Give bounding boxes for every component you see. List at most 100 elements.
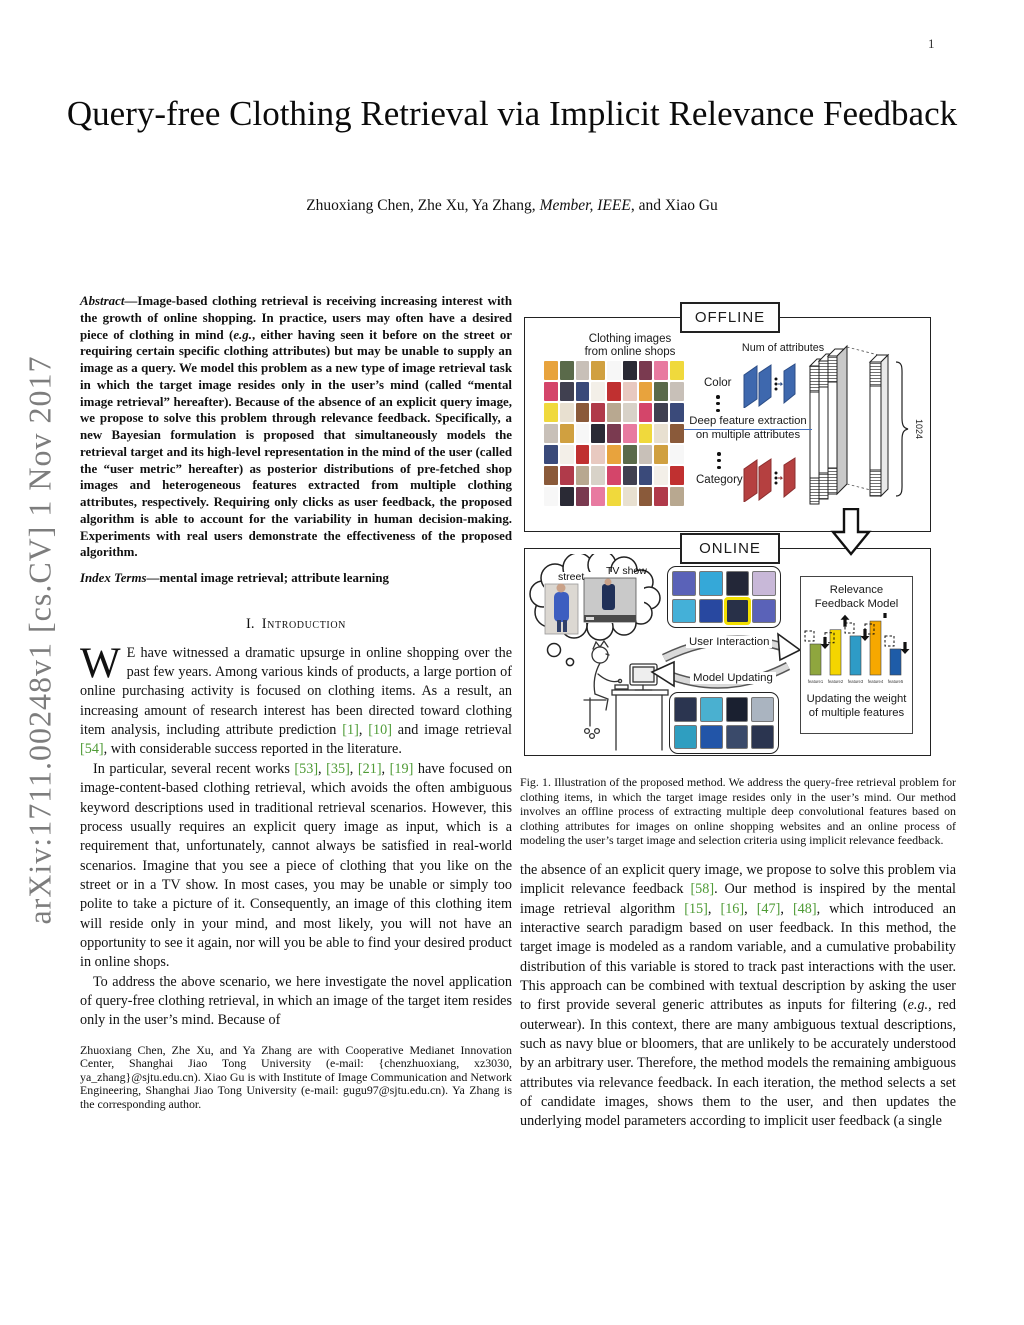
clothing-thumbnail — [559, 424, 574, 443]
citation[interactable]: [53] — [294, 760, 319, 777]
author-footnote: Zhuoxiang Chen, Zhe Xu, and Ya Zhang are… — [80, 1042, 512, 1111]
abstract-label: Abstract — [80, 294, 125, 308]
citation[interactable]: [10] — [368, 722, 392, 739]
feature-bar-label: feature3 — [847, 679, 863, 684]
candidate-images-grid — [667, 566, 781, 628]
clothing-thumbnail — [575, 403, 590, 422]
clothing-thumbnail — [559, 403, 574, 422]
citation[interactable]: [19] — [389, 760, 414, 777]
color-attribute-label: Color — [704, 377, 732, 389]
clothing-thumbnail — [544, 424, 558, 443]
intro-paragraph-2: In particular, several recent works [53]… — [80, 760, 513, 971]
clothing-thumbnail — [622, 466, 637, 485]
citation[interactable]: [16] — [720, 900, 745, 917]
paper-title: Query-free Clothing Retrieval via Implic… — [66, 94, 958, 133]
offline-to-online-arrow — [830, 508, 872, 556]
citation[interactable]: [47] — [756, 900, 781, 917]
authors-suffix: , and Xiao Gu — [630, 197, 718, 214]
clothing-thumbnail — [638, 424, 653, 443]
previous-weight-box — [864, 623, 874, 635]
clothing-thumbnail — [559, 382, 574, 401]
clothing-thumbnail — [591, 382, 606, 401]
clothing-thumbnail — [725, 571, 750, 596]
abstract-text: —Image-based clothing retrieval is recei… — [80, 294, 513, 560]
dimension-1024-label: 1024 — [914, 419, 924, 439]
clothing-thumbnail — [670, 382, 684, 401]
citation[interactable]: [1] — [342, 722, 359, 739]
clothing-thumbnail — [670, 487, 684, 506]
arxiv-watermark: arXiv:1711.00248v1 [cs.CV] 1 Nov 2017 — [21, 355, 58, 925]
online-label: ONLINE — [680, 533, 780, 564]
feature-matrix-icon: 1024 — [808, 344, 924, 505]
clothing-thumbnail — [670, 424, 684, 443]
citation[interactable]: [54] — [80, 741, 104, 758]
feature-weight-bar — [849, 635, 861, 676]
clothing-thumbnail — [575, 361, 590, 380]
feature-bar-label: feature4 — [867, 679, 883, 684]
citation[interactable]: [21] — [357, 760, 382, 777]
section-number: I. — [246, 615, 255, 632]
clothing-thumbnail — [698, 571, 723, 596]
clothing-thumbnail — [725, 697, 749, 722]
page-number: 1 — [928, 36, 935, 51]
clothing-thumbnail — [638, 487, 653, 506]
feature-weight-bar — [829, 629, 841, 676]
clothing-thumbnail — [638, 382, 653, 401]
ellipsis-dots — [717, 452, 721, 470]
rfm-title: Relevance Feedback Model — [814, 584, 899, 610]
clothing-thumbnail — [591, 466, 606, 485]
clothing-thumbnail — [622, 424, 637, 443]
clothing-thumbnail — [699, 697, 723, 722]
clothing-grid-title: Clothing images from online shops — [584, 333, 676, 358]
clothing-thumbnail — [654, 361, 669, 380]
clothing-thumbnail — [672, 571, 696, 596]
clothing-thumbnail — [670, 361, 684, 380]
clothing-thumbnail — [654, 382, 669, 401]
clothing-thumbnail — [674, 697, 697, 722]
clothing-thumbnail — [638, 445, 653, 464]
clothing-thumbnail — [752, 598, 776, 623]
clothing-thumbnail — [622, 403, 637, 422]
feature-weight-bar — [889, 648, 901, 676]
citation[interactable]: [48] — [792, 900, 817, 917]
feature-bar-label: feature5 — [887, 679, 903, 684]
clothing-thumbnail — [607, 361, 621, 380]
previous-weight-box — [804, 630, 814, 642]
category-attribute-label: Category — [696, 474, 743, 486]
citation[interactable]: [58] — [690, 881, 715, 898]
authors-membership: Member, IEEE — [539, 197, 631, 214]
index-terms-label: Index Terms — [80, 571, 147, 585]
clothing-thumbnail — [699, 724, 723, 749]
citation[interactable]: [35] — [326, 760, 350, 777]
user-interaction-label: User Interaction — [686, 636, 773, 648]
left-column: Abstract—Image-based clothing retrieval … — [80, 293, 512, 1111]
author-line: Zhuoxiang Chen, Zhe Xu, Ya Zhang, Member… — [0, 197, 1024, 215]
clothing-thumbnail — [654, 424, 669, 443]
clothing-thumbnail — [622, 445, 637, 464]
clothing-thumbnail — [654, 466, 669, 485]
feature-weight-bar — [869, 620, 881, 676]
tv-show-label: TV show — [606, 565, 647, 577]
shop-images-grid — [544, 361, 684, 506]
clothing-thumbnail — [751, 697, 774, 722]
weight-down-arrow-icon — [900, 641, 909, 654]
clothing-thumbnail — [725, 724, 749, 749]
rfm-note: Updating the weight of multiple features — [806, 693, 907, 719]
clothing-thumbnail — [638, 361, 653, 380]
category-cnn-icon — [743, 457, 796, 502]
clothing-thumbnail — [575, 382, 590, 401]
previous-weight-box — [844, 622, 854, 634]
clothing-thumbnail — [607, 487, 621, 506]
clothing-thumbnail — [559, 361, 574, 380]
clothing-thumbnail — [591, 403, 606, 422]
clothing-thumbnail — [575, 466, 590, 485]
citation[interactable]: [15] — [684, 900, 708, 917]
clothing-thumbnail — [698, 598, 723, 623]
index-terms-text: —mental image retrieval; attribute learn… — [146, 571, 389, 585]
clothing-thumbnail — [575, 424, 590, 443]
clothing-thumbnail — [672, 598, 696, 623]
clothing-thumbnail — [544, 487, 558, 506]
clothing-thumbnail — [591, 361, 606, 380]
clothing-thumbnail — [544, 403, 558, 422]
